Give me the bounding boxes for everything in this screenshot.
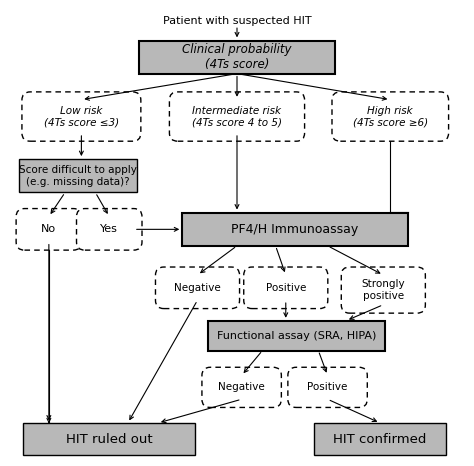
Text: Low risk
(4Ts score ≤3): Low risk (4Ts score ≤3) xyxy=(44,106,119,127)
FancyBboxPatch shape xyxy=(244,267,328,308)
Text: Positive: Positive xyxy=(265,283,306,293)
Text: Patient with suspected HIT: Patient with suspected HIT xyxy=(163,16,311,26)
Text: Positive: Positive xyxy=(308,383,348,392)
FancyBboxPatch shape xyxy=(155,267,239,308)
Text: Intermediate risk
(4Ts score 4 to 5): Intermediate risk (4Ts score 4 to 5) xyxy=(192,106,282,127)
FancyBboxPatch shape xyxy=(202,367,282,407)
FancyBboxPatch shape xyxy=(76,209,142,250)
FancyBboxPatch shape xyxy=(341,267,425,313)
Text: No: No xyxy=(41,224,56,234)
FancyBboxPatch shape xyxy=(182,213,408,246)
Text: Strongly
positive: Strongly positive xyxy=(362,279,405,301)
Text: HIT confirmed: HIT confirmed xyxy=(333,433,427,446)
FancyBboxPatch shape xyxy=(23,424,195,455)
FancyBboxPatch shape xyxy=(16,209,82,250)
FancyBboxPatch shape xyxy=(332,92,448,141)
FancyBboxPatch shape xyxy=(208,321,385,350)
Text: Clinical probability
(4Ts score): Clinical probability (4Ts score) xyxy=(182,43,292,71)
FancyBboxPatch shape xyxy=(19,159,137,192)
Text: PF4/H Immunoassay: PF4/H Immunoassay xyxy=(231,223,359,236)
FancyBboxPatch shape xyxy=(139,41,335,74)
FancyBboxPatch shape xyxy=(314,424,446,455)
FancyBboxPatch shape xyxy=(22,92,141,141)
Text: Negative: Negative xyxy=(174,283,221,293)
Text: High risk
(4Ts score ≥6): High risk (4Ts score ≥6) xyxy=(353,106,428,127)
Text: Yes: Yes xyxy=(100,224,118,234)
Text: Score difficult to apply
(e.g. missing data)?: Score difficult to apply (e.g. missing d… xyxy=(19,165,137,187)
FancyBboxPatch shape xyxy=(169,92,305,141)
Text: HIT ruled out: HIT ruled out xyxy=(66,433,153,446)
Text: Functional assay (SRA, HIPA): Functional assay (SRA, HIPA) xyxy=(217,331,376,341)
FancyBboxPatch shape xyxy=(288,367,367,407)
Text: Negative: Negative xyxy=(218,383,265,392)
